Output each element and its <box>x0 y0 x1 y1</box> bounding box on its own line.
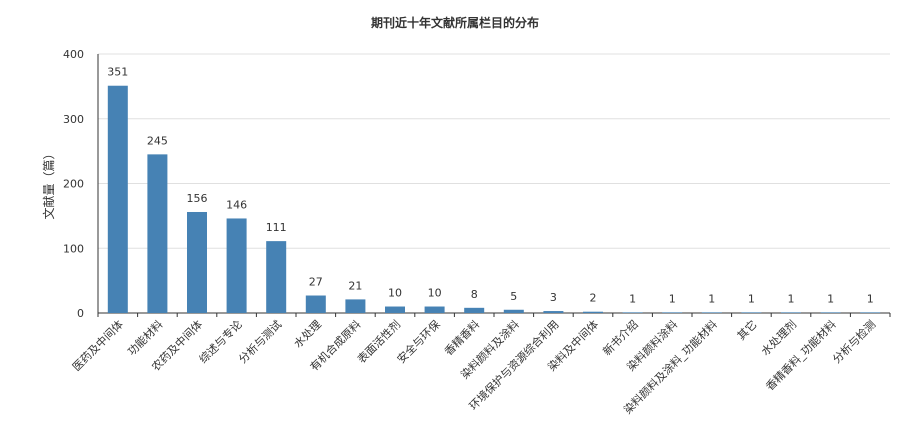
bar <box>345 299 366 313</box>
bar <box>503 309 524 313</box>
x-tick-label: 香精香料_功能材料 <box>763 317 839 393</box>
data-label: 351 <box>107 66 128 79</box>
data-label: 2 <box>590 292 597 305</box>
data-label: 1 <box>669 292 676 305</box>
data-label: 1 <box>867 292 874 305</box>
data-label: 156 <box>187 192 208 205</box>
bar <box>107 85 128 313</box>
data-label: 1 <box>827 292 834 305</box>
bar <box>741 312 762 313</box>
bar <box>583 311 603 313</box>
bar <box>701 312 722 313</box>
chart-title: 期刊近十年文献所属栏目的分布 <box>370 16 539 30</box>
y-tick-label: 100 <box>63 242 84 255</box>
x-tick-label: 分析与测试 <box>236 317 285 366</box>
x-tick-label: 分析与检测 <box>830 317 879 366</box>
data-label: 245 <box>147 134 168 147</box>
data-label: 10 <box>388 287 402 300</box>
bar <box>385 306 405 313</box>
data-label: 146 <box>226 198 247 211</box>
x-tick-label: 医药及中间体 <box>69 317 126 374</box>
y-tick-label: 200 <box>63 178 84 191</box>
data-label: 21 <box>348 279 362 292</box>
bar <box>662 312 683 313</box>
bar <box>543 311 564 313</box>
bar <box>781 312 801 313</box>
data-label: 1 <box>748 292 755 305</box>
bar <box>305 295 326 313</box>
bar <box>860 312 881 313</box>
data-label: 1 <box>788 292 795 305</box>
data-label: 3 <box>550 291 557 304</box>
y-tick-label: 300 <box>63 113 84 126</box>
y-tick-label: 400 <box>63 48 84 61</box>
bar <box>424 306 445 313</box>
bar <box>820 312 841 313</box>
bar <box>464 307 485 313</box>
bar <box>226 218 247 313</box>
data-label: 111 <box>266 221 287 234</box>
y-axis-title: 文献量（篇） <box>41 147 56 219</box>
bar <box>266 241 287 313</box>
data-label: 8 <box>471 288 478 301</box>
bar <box>187 211 207 313</box>
bar <box>622 312 643 313</box>
y-tick-label: 0 <box>77 307 84 320</box>
x-tick-label: 水处理剂 <box>758 317 799 358</box>
data-label: 1 <box>708 292 715 305</box>
data-label: 5 <box>510 290 517 303</box>
x-tick-label: 功能材料 <box>125 317 166 358</box>
data-label: 27 <box>309 276 323 289</box>
data-label: 10 <box>428 287 442 300</box>
x-tick-label: 新书介绍 <box>600 317 641 358</box>
x-tick-label: 安全与环保 <box>394 317 443 366</box>
x-tick-label: 其它 <box>734 317 759 342</box>
bar <box>147 154 168 313</box>
x-tick-label: 香精香料 <box>441 317 482 358</box>
data-label: 1 <box>629 292 636 305</box>
x-tick-label: 水处理 <box>291 318 324 351</box>
